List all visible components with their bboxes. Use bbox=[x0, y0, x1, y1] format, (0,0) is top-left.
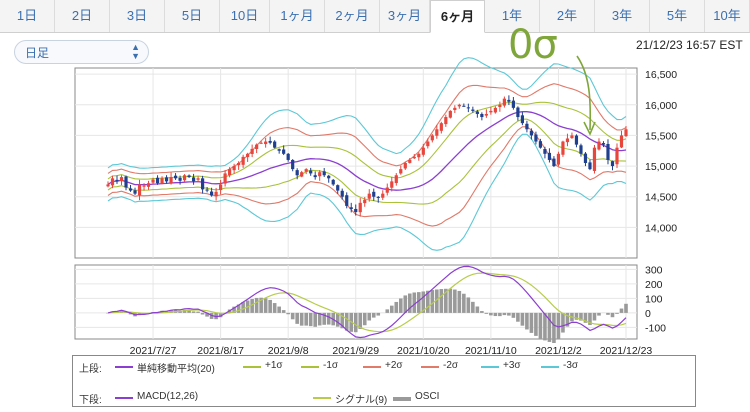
legend-swatch bbox=[313, 397, 331, 399]
legend-item: -2σ bbox=[443, 360, 459, 371]
legend-item: 単純移動平均(20) bbox=[137, 364, 215, 375]
tab-11[interactable]: 2年 bbox=[540, 0, 595, 32]
legend-swatch bbox=[393, 397, 411, 401]
legend-swatch bbox=[363, 366, 381, 368]
tab-9[interactable]: 6ヶ月 bbox=[430, 0, 485, 33]
legend-item: -1σ bbox=[323, 360, 339, 371]
tab-14[interactable]: 10年 bbox=[705, 0, 750, 32]
tab-3[interactable]: 3日 bbox=[110, 0, 165, 32]
legend-swatch bbox=[301, 366, 319, 368]
legend-item: +1σ bbox=[265, 360, 283, 371]
timestamp: 21/12/23 16:57 EST bbox=[636, 38, 743, 52]
interval-select[interactable]: 日足 ▲ ▼ bbox=[14, 40, 149, 64]
legend-item: -3σ bbox=[563, 360, 579, 371]
tab-12[interactable]: 3年 bbox=[595, 0, 650, 32]
interval-select-value: 日足 bbox=[25, 46, 50, 60]
period-tab-bar: 1日 2日 3日 5日 10日 1ヶ月 2ヶ月 3ヶ月 6ヶ月 1年 2年 3年 5年 10年 bbox=[0, 0, 750, 33]
tab-13[interactable]: 5年 bbox=[650, 0, 705, 32]
legend-lower-label: 下段: bbox=[79, 395, 102, 406]
legend-swatch bbox=[481, 366, 499, 368]
annotation-label: 0σ bbox=[508, 22, 558, 68]
chart-legend: 上段: 単純移動平均(20) +1σ -1σ +2σ -2σ +3σ -3σ 下段: MACD(1… bbox=[72, 355, 696, 407]
legend-item: シグナル(9) bbox=[335, 395, 388, 406]
tab-10[interactable]: 1年 bbox=[485, 0, 540, 32]
legend-swatch bbox=[243, 366, 261, 368]
tab-2[interactable]: 2日 bbox=[55, 0, 110, 32]
select-arrows-icon: ▲ ▼ bbox=[131, 42, 140, 61]
legend-item: +3σ bbox=[503, 360, 521, 371]
tab-7[interactable]: 2ヶ月 bbox=[325, 0, 380, 32]
legend-swatch bbox=[421, 366, 439, 368]
legend-swatch bbox=[541, 366, 559, 368]
legend-swatch bbox=[115, 397, 133, 399]
legend-item: OSCI bbox=[415, 391, 440, 402]
tab-6[interactable]: 1ヶ月 bbox=[270, 0, 325, 32]
tab-1[interactable]: 1日 bbox=[0, 0, 55, 32]
legend-upper-label: 上段: bbox=[79, 364, 102, 375]
legend-item: MACD(12,26) bbox=[137, 391, 199, 402]
legend-item: +2σ bbox=[385, 360, 403, 371]
tab-8[interactable]: 3ヶ月 bbox=[380, 0, 430, 32]
tab-4[interactable]: 5日 bbox=[165, 0, 220, 32]
tab-5[interactable]: 10日 bbox=[220, 0, 270, 32]
legend-swatch bbox=[115, 366, 133, 368]
